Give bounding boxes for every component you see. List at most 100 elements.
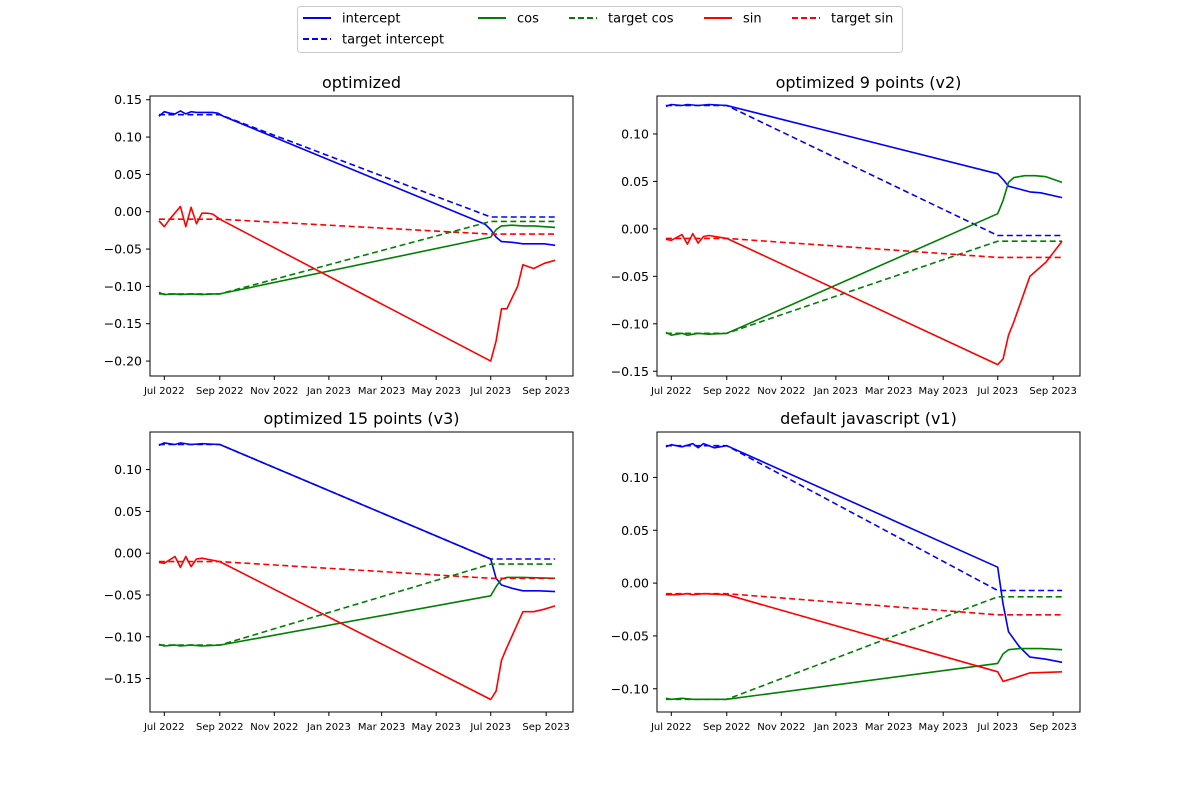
- y-tick-label: 0.00: [621, 221, 649, 236]
- y-tick-label: 0.00: [114, 546, 142, 561]
- x-tick-label: Nov 2022: [250, 722, 298, 733]
- y-tick-label: −0.15: [104, 316, 142, 331]
- series-line-cos: [665, 647, 1063, 701]
- legend-label: sin: [743, 12, 762, 27]
- series-line-target-intercept: [665, 104, 1063, 237]
- series-line-target-cos: [158, 220, 556, 295]
- series-group: [158, 442, 556, 701]
- legend-label: cos: [517, 12, 539, 27]
- axes-frame: [149, 95, 574, 377]
- axes-frame: [149, 431, 574, 713]
- x-tick-label: Jan 2023: [306, 722, 351, 733]
- subplot-2: optimized 9 points (v2) −0.15 −0.10 −0.05 0.…: [611, 73, 1081, 397]
- series-line-intercept: [158, 110, 556, 247]
- y-tick-label: −0.15: [104, 671, 142, 686]
- series-line-target-sin: [158, 218, 556, 235]
- series-line-target-intercept: [665, 444, 1063, 592]
- series-line-target-intercept: [158, 113, 556, 218]
- series-line-target-sin: [665, 237, 1063, 259]
- y-tick-label: −0.10: [611, 681, 649, 696]
- x-tick-label: Jul 2023: [976, 722, 1018, 733]
- y-tick-label: −0.20: [104, 354, 142, 369]
- series-line-cos: [665, 174, 1063, 336]
- y-tick-label: 0.15: [114, 92, 142, 107]
- series-group: [158, 110, 556, 362]
- x-tick-label: Mar 2023: [358, 386, 406, 397]
- subplots: optimized −0.20 −0.15 −0.10 −0.05 0.00 0.05 0.1…: [104, 73, 1081, 733]
- y-tick-label: −0.15: [611, 364, 649, 379]
- y-tick-label: −0.10: [104, 629, 142, 644]
- legend: intercept target intercept cos target cos si…: [297, 6, 903, 53]
- x-tick-label: Jul 2023: [469, 386, 511, 397]
- x-tick-label: Mar 2023: [865, 722, 913, 733]
- y-tick-label: 0.10: [621, 470, 649, 485]
- x-tick-label: Mar 2023: [358, 722, 406, 733]
- axes-frame: [656, 95, 1081, 377]
- y-tick-label: −0.05: [611, 628, 649, 643]
- legend-label: target cos: [608, 12, 674, 27]
- x-tick-label: Sep 2022: [703, 386, 750, 397]
- subplot-4: default javascript (v1) −0.10 −0.05 0.00 0.0…: [611, 409, 1081, 733]
- series-group: [665, 103, 1063, 366]
- y-tick-label: −0.10: [104, 279, 142, 294]
- legend-frame: [297, 6, 903, 53]
- y-tick-label: −0.05: [104, 587, 142, 602]
- series-line-sin: [665, 592, 1063, 683]
- y-tick-label: 0.10: [114, 462, 142, 477]
- x-tick-label: Sep 2023: [522, 722, 569, 733]
- subplot-3: optimized 15 points (v3) −0.15 −0.10 −0.05 0…: [104, 409, 574, 733]
- y-tick-label: 0.10: [114, 130, 142, 145]
- x-tick-label: May 2023: [412, 386, 461, 397]
- axes-frame: [656, 431, 1081, 713]
- series-line-target-sin: [158, 560, 556, 580]
- subplot-title: optimized: [322, 73, 401, 92]
- x-tick-label: Jan 2023: [813, 722, 858, 733]
- legend-label: target intercept: [342, 33, 444, 48]
- x-tick-label: May 2023: [919, 722, 968, 733]
- series-line-cos: [158, 576, 556, 647]
- series-line-intercept: [158, 442, 556, 593]
- legend-label: target sin: [831, 12, 893, 27]
- series-line-target-sin: [665, 592, 1063, 616]
- series-line-intercept: [665, 103, 1063, 199]
- series-line-target-cos: [665, 596, 1063, 701]
- x-tick-label: Jul 2022: [143, 386, 185, 397]
- y-tick-label: −0.10: [611, 316, 649, 331]
- legend-label: intercept: [342, 12, 401, 27]
- x-tick-label: Jul 2023: [469, 722, 511, 733]
- x-tick-label: Sep 2022: [196, 722, 243, 733]
- x-tick-label: May 2023: [412, 722, 461, 733]
- x-tick-label: Sep 2022: [703, 722, 750, 733]
- x-tick-label: Sep 2023: [522, 386, 569, 397]
- series-line-target-cos: [158, 563, 556, 646]
- y-tick-label: 0.05: [114, 504, 142, 519]
- x-tick-label: Nov 2022: [757, 386, 805, 397]
- x-tick-label: Sep 2023: [1029, 722, 1076, 733]
- y-tick-label: 0.05: [621, 523, 649, 538]
- y-tick-label: −0.05: [611, 269, 649, 284]
- series-line-target-cos: [665, 240, 1063, 335]
- subplot-title: optimized 15 points (v3): [264, 409, 460, 428]
- x-tick-label: Jul 2022: [143, 722, 185, 733]
- x-tick-label: Jul 2022: [650, 386, 692, 397]
- y-tick-label: 0.00: [621, 576, 649, 591]
- subplot-1: optimized −0.20 −0.15 −0.10 −0.05 0.00 0.05 0.1…: [104, 73, 574, 397]
- series-line-sin: [665, 232, 1063, 366]
- x-tick-label: Nov 2022: [757, 722, 805, 733]
- x-tick-label: Sep 2022: [196, 386, 243, 397]
- y-tick-label: −0.05: [104, 242, 142, 257]
- y-tick-label: 0.10: [621, 126, 649, 141]
- series-group: [665, 442, 1063, 701]
- subplot-title: default javascript (v1): [780, 409, 957, 428]
- x-tick-label: Nov 2022: [250, 386, 298, 397]
- x-tick-label: Jan 2023: [306, 386, 351, 397]
- y-tick-label: 0.05: [114, 167, 142, 182]
- y-tick-label: 0.05: [621, 174, 649, 189]
- x-tick-label: Mar 2023: [865, 386, 913, 397]
- x-tick-label: Jul 2022: [650, 722, 692, 733]
- series-line-intercept: [665, 442, 1063, 664]
- x-tick-label: Sep 2023: [1029, 386, 1076, 397]
- subplot-title: optimized 9 points (v2): [776, 73, 962, 92]
- series-line-sin: [158, 205, 556, 362]
